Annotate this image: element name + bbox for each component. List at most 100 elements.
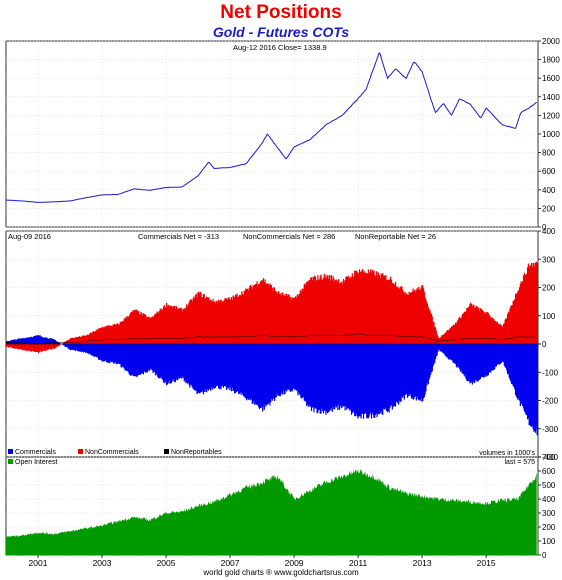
commercials-bar (294, 344, 297, 389)
noncommercials-bar (290, 296, 292, 344)
commercials-bar (400, 344, 402, 402)
commercials-bar (174, 344, 177, 383)
noncommercials-bar (452, 325, 454, 344)
commercials-bar (187, 344, 189, 383)
commercials-bar (306, 344, 308, 406)
commercials-bar (176, 344, 178, 381)
noncommercials-bar (157, 312, 159, 344)
commercials-bar (430, 344, 432, 375)
commercials-bar (18, 338, 20, 344)
commercials-bar (166, 344, 169, 385)
commercials-bar (331, 344, 333, 412)
commercials-bar (473, 344, 475, 384)
noncommercials-bar (200, 292, 202, 344)
noncommercials-bar (74, 337, 77, 344)
noncommercials-bar (22, 344, 24, 351)
commercials-bar (278, 344, 281, 397)
noncommercials-bar (507, 311, 509, 344)
commercials-bar (58, 342, 60, 344)
noncommercials-bar (418, 289, 421, 344)
commercials-bar (527, 344, 529, 419)
noncommercials-bar (315, 280, 317, 344)
open-interest-area (6, 468, 537, 555)
commercials-bar (24, 337, 26, 344)
noncommercials-bar (272, 290, 274, 344)
noncommercials-bar (78, 337, 80, 344)
commercials-bar (119, 344, 121, 364)
commercials-bar (114, 344, 116, 363)
noncommercials-bar (102, 326, 104, 344)
commercials-bar (84, 344, 86, 352)
noncommercials-bar (258, 283, 261, 344)
commercials-bar (45, 337, 47, 344)
noncommercials-bar (275, 291, 277, 344)
noncommercials-bar (382, 272, 384, 344)
legend-label-commercials: Commercials (15, 449, 56, 456)
commercials-bar (250, 344, 252, 401)
commercials-bar (534, 344, 537, 433)
commercials-bar (405, 344, 407, 395)
commercials-bar (74, 344, 76, 350)
net-axis-tick-label: 300 (542, 255, 556, 264)
noncommercials-bar (190, 299, 192, 344)
commercials-bar (446, 344, 449, 358)
commercials-bar (86, 344, 89, 354)
noncommercials-bar (294, 297, 296, 344)
noncommercials-bar (517, 291, 519, 344)
noncommercials-bar (189, 300, 191, 344)
noncommercials-bar (525, 274, 527, 344)
commercials-bar (199, 344, 201, 393)
commercials-bar (442, 344, 445, 354)
noncommercials-bar (344, 279, 346, 344)
commercials-bar (305, 344, 307, 402)
noncommercials-bar (422, 285, 424, 344)
commercials-bar (462, 344, 465, 375)
commercials-bar (402, 344, 405, 396)
commercials-bar (478, 344, 481, 380)
noncommercials-bar (177, 309, 179, 344)
commercials-bar (509, 344, 511, 380)
commercials-bar (202, 344, 205, 395)
commercials-bar (340, 344, 342, 408)
noncommercials-bar (324, 278, 326, 344)
noncommercials-bar (122, 321, 125, 344)
commercials-bar (498, 344, 501, 365)
noncommercials-bar (397, 286, 399, 344)
commercials-bar (461, 344, 463, 373)
noncommercials-bar (394, 281, 397, 344)
commercials-bar (240, 344, 242, 395)
noncommercials-bar (66, 339, 69, 344)
noncommercials-bar (227, 297, 229, 344)
noncommercials-bar (123, 318, 125, 344)
noncommercials-bar (7, 344, 9, 348)
commercials-bar (222, 344, 225, 388)
noncommercials-bar (193, 296, 195, 344)
nonreportables-line (5, 333, 536, 345)
commercials-bar (27, 337, 29, 344)
commercials-bar (377, 344, 379, 415)
noncommercials-bar (191, 301, 193, 344)
commercials-bar (525, 344, 527, 415)
noncommercials-bar (264, 279, 266, 344)
x-tick-label: 2007 (221, 558, 240, 568)
noncommercials-bar (12, 344, 14, 349)
noncommercials-bar (19, 344, 21, 350)
commercials-bar (234, 344, 236, 394)
commercials-bar (126, 344, 129, 371)
noncommercials-bar (27, 344, 29, 351)
noncommercials-bar (155, 313, 157, 344)
commercials-bar (325, 344, 327, 415)
commercials-bar (272, 344, 274, 399)
noncommercials-bar (331, 280, 333, 344)
noncommercials-bar (287, 294, 289, 344)
noncommercials-bar (192, 298, 194, 344)
noncommercials-bar (370, 269, 372, 344)
commercials-bar (428, 344, 430, 380)
commercials-bar (42, 337, 44, 344)
commercials-bar (230, 344, 233, 392)
commercials-bar (256, 344, 258, 404)
commercials-bar (178, 344, 181, 379)
noncommercials-bar (474, 308, 476, 344)
noncommercials-bar (340, 282, 342, 344)
commercials-bar (142, 344, 145, 375)
